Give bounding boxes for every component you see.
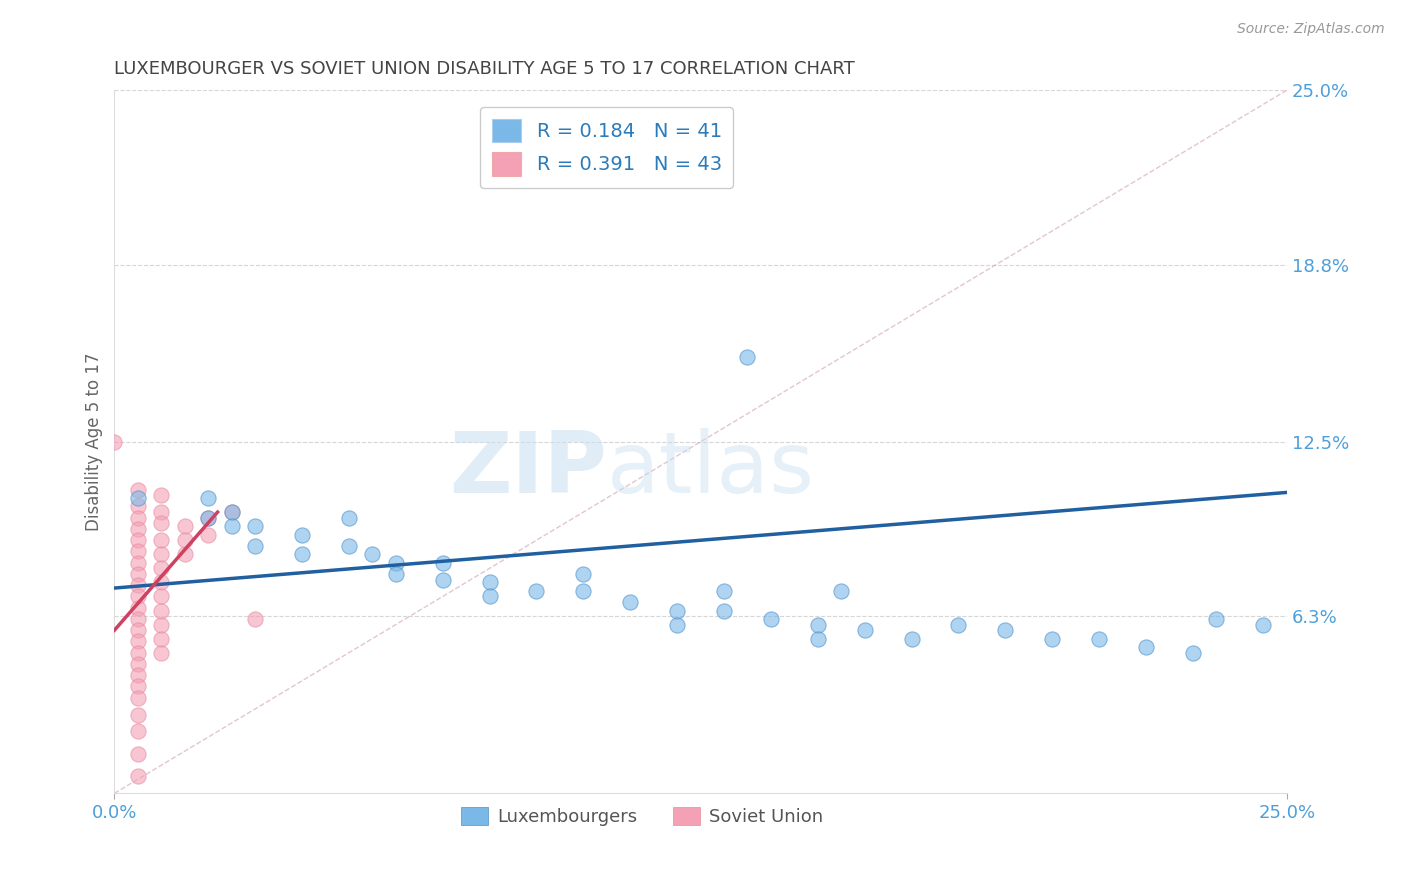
Point [127, 578, 149, 592]
Point [807, 632, 830, 646]
Point [291, 527, 314, 541]
Point [384, 566, 406, 581]
Point [127, 747, 149, 761]
Point [221, 519, 243, 533]
Point [127, 707, 149, 722]
Point [900, 632, 922, 646]
Point [666, 617, 689, 632]
Point [127, 657, 149, 671]
Point [361, 547, 384, 561]
Point [150, 547, 173, 561]
Point [432, 573, 454, 587]
Point [127, 690, 149, 705]
Point [103, 434, 125, 449]
Point [432, 556, 454, 570]
Point [291, 547, 314, 561]
Point [150, 590, 173, 604]
Point [127, 544, 149, 558]
Point [1040, 632, 1063, 646]
Point [337, 539, 360, 553]
Point [948, 617, 970, 632]
Point [127, 556, 149, 570]
Point [572, 583, 595, 598]
Point [830, 583, 852, 598]
Point [759, 612, 782, 626]
Point [1205, 612, 1227, 626]
Point [150, 505, 173, 519]
Point [197, 510, 219, 524]
Point [127, 483, 149, 497]
Point [478, 590, 501, 604]
Point [221, 505, 243, 519]
Point [150, 575, 173, 590]
Point [127, 680, 149, 694]
Point [127, 668, 149, 682]
Point [127, 624, 149, 638]
Y-axis label: Disability Age 5 to 17: Disability Age 5 to 17 [86, 352, 103, 531]
Point [807, 617, 830, 632]
Point [1135, 640, 1157, 654]
Point [666, 603, 689, 617]
Point [243, 519, 266, 533]
Point [1251, 617, 1274, 632]
Point [197, 527, 219, 541]
Point [127, 522, 149, 536]
Point [221, 505, 243, 519]
Point [150, 646, 173, 660]
Point [173, 519, 195, 533]
Point [243, 539, 266, 553]
Point [127, 600, 149, 615]
Text: atlas: atlas [607, 428, 814, 511]
Point [197, 491, 219, 505]
Point [994, 624, 1017, 638]
Point [713, 603, 735, 617]
Point [150, 632, 173, 646]
Text: LUXEMBOURGER VS SOVIET UNION DISABILITY AGE 5 TO 17 CORRELATION CHART: LUXEMBOURGER VS SOVIET UNION DISABILITY … [114, 60, 855, 78]
Point [1088, 632, 1111, 646]
Legend: Luxembourgers, Soviet Union: Luxembourgers, Soviet Union [453, 800, 831, 833]
Text: ZIP: ZIP [449, 428, 607, 511]
Point [173, 533, 195, 548]
Point [713, 583, 735, 598]
Point [150, 617, 173, 632]
Point [127, 646, 149, 660]
Point [197, 510, 219, 524]
Point [150, 561, 173, 575]
Point [572, 566, 595, 581]
Point [127, 769, 149, 783]
Point [127, 590, 149, 604]
Point [150, 516, 173, 531]
Point [127, 510, 149, 524]
Point [150, 488, 173, 502]
Point [243, 612, 266, 626]
Text: Source: ZipAtlas.com: Source: ZipAtlas.com [1237, 22, 1385, 37]
Point [127, 533, 149, 548]
Point [127, 491, 149, 505]
Point [737, 351, 759, 365]
Point [619, 595, 641, 609]
Point [127, 634, 149, 648]
Point [526, 583, 548, 598]
Point [337, 510, 360, 524]
Point [150, 603, 173, 617]
Point [853, 624, 876, 638]
Point [127, 566, 149, 581]
Point [1181, 646, 1204, 660]
Point [127, 724, 149, 739]
Point [127, 612, 149, 626]
Point [173, 547, 195, 561]
Point [478, 575, 501, 590]
Point [384, 556, 406, 570]
Point [150, 533, 173, 548]
Point [127, 500, 149, 514]
